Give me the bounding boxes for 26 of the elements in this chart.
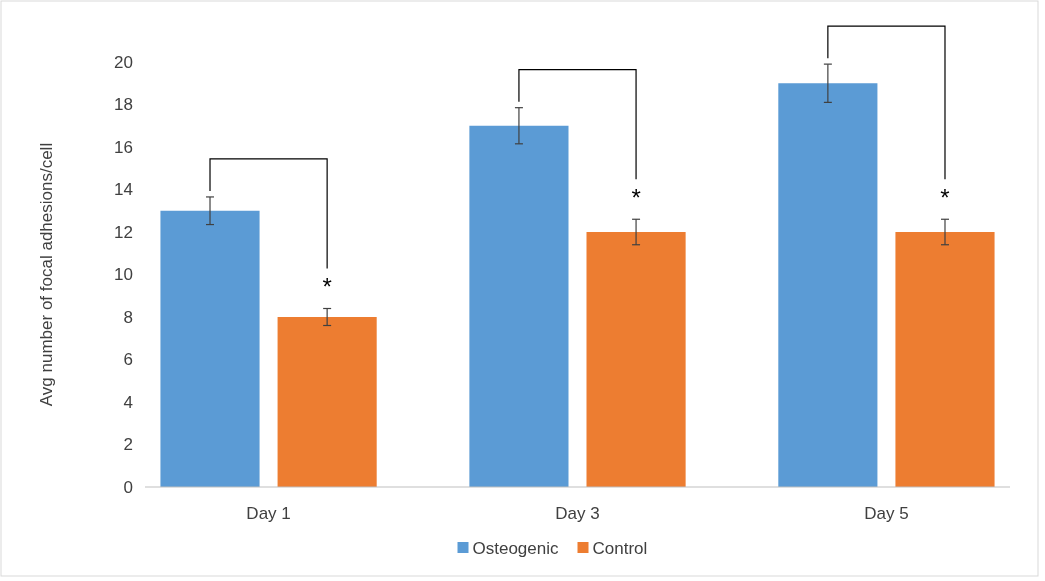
annotation: *: [940, 184, 950, 212]
y-tick-label: 16: [114, 137, 133, 157]
legend-label: Control: [592, 538, 648, 558]
x-tick-label: Day 1: [246, 504, 291, 523]
x-tick-label: Day 5: [864, 504, 909, 523]
bar: [586, 232, 686, 487]
bar: [160, 210, 260, 487]
y-tick-label: 20: [114, 52, 133, 72]
bar: [277, 317, 377, 487]
y-tick-label: 18: [114, 95, 133, 115]
y-tick-label: 6: [123, 350, 133, 370]
y-tick-label: 2: [123, 435, 133, 455]
legend-label: Osteogenic: [472, 538, 559, 558]
y-tick-label: 8: [123, 307, 133, 327]
y-tick-label: 14: [114, 180, 133, 200]
y-axis-title: Avg number of focal adhesions/cell: [37, 142, 56, 407]
annotation: *: [322, 273, 332, 301]
x-tick-label: Day 3: [555, 504, 600, 523]
bar: [895, 232, 995, 487]
annotation: *: [631, 184, 641, 212]
bar: [778, 83, 878, 487]
y-tick-label: 0: [123, 477, 133, 497]
y-tick-label: 12: [114, 222, 133, 242]
bar: [469, 125, 569, 487]
y-tick-label: 4: [123, 392, 133, 412]
y-tick-label: 10: [114, 265, 133, 285]
